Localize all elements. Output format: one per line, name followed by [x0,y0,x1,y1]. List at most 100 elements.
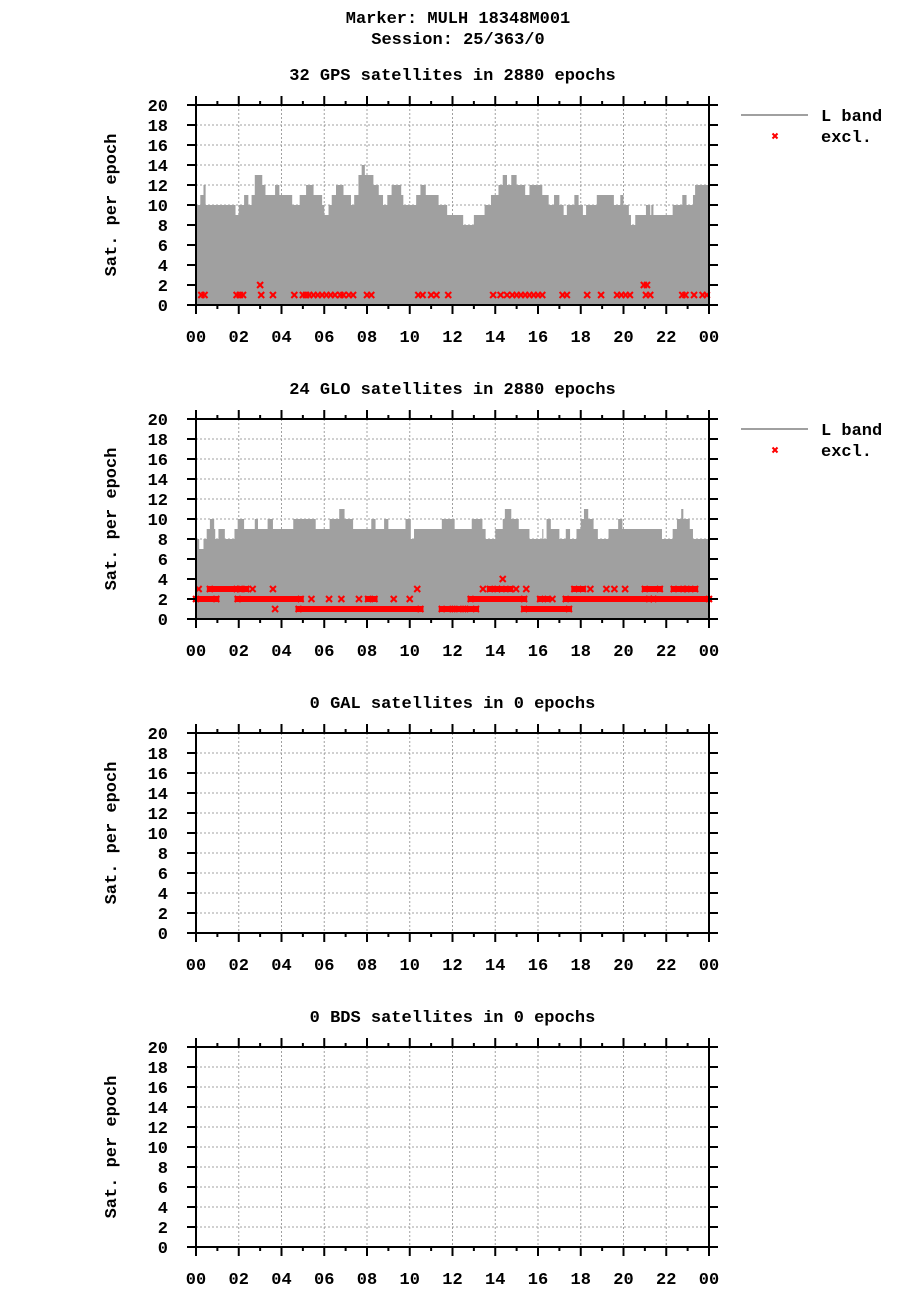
excluded-marker-icon [416,605,425,613]
legend-label-lband: L band [821,108,882,127]
excluded-marker-icon [461,605,470,613]
x-tick-label: 10 [400,329,420,348]
y-tick-label: 0 [158,612,168,631]
excluded-marker-icon [297,595,305,603]
y-tick-label: 18 [148,118,168,137]
y-tick-label: 8 [158,218,168,237]
excluded-marker-icon [479,585,487,593]
x-tick-label: 20 [613,643,633,662]
y-tick-label: 18 [148,1060,168,1079]
y-tick-label: 2 [158,278,168,297]
legend-marker-icon [771,446,779,454]
excluded-marker-icon [682,585,691,593]
excluded-marker-icon [256,281,264,289]
excluded-marker-icon [579,585,587,593]
excluded-marker-icon [610,585,619,593]
excluded-marker-icon [506,585,514,593]
excluded-marker-icon [565,605,573,613]
legend: L band excl. [741,108,882,148]
y-tick-label: 14 [148,786,168,805]
x-tick-label: 00 [699,957,719,976]
chart-panel-gal: 0 GAL satellites in 0 epochs024681012141… [103,695,719,976]
excluded-marker-icon [355,595,363,603]
x-tick-label: 14 [485,957,505,976]
x-tick-label: 02 [229,643,249,662]
x-tick-label: 04 [271,329,291,348]
x-tick-label: 14 [485,1271,505,1290]
excluded-segment [193,596,220,602]
excluded-marker-icon [472,605,480,613]
x-tick-label: 00 [186,1271,206,1290]
y-tick-label: 4 [158,886,168,905]
excluded-marker-icon [432,291,441,299]
y-tick-label: 20 [148,1040,168,1059]
x-tick-label: 06 [314,329,334,348]
excluded-marker-icon [562,595,570,603]
excluded-marker-icon [257,291,265,299]
excluded-marker-icon [621,585,629,593]
chart-title: 0 BDS satellites in 0 epochs [310,1009,596,1028]
x-tick-label: 12 [442,329,462,348]
excluded-marker-icon [438,605,446,613]
excluded-marker-icon [236,585,244,593]
legend-marker-icon [771,132,779,140]
axis-ticks [187,1038,718,1256]
excluded-segment [521,606,572,612]
y-tick-label: 10 [148,1140,168,1159]
y-tick-label: 4 [158,1200,168,1219]
excluded-marker-icon [418,291,427,299]
x-tick-label: 12 [442,1271,462,1290]
excluded-marker-icon [367,291,375,299]
x-tick-label: 18 [571,643,591,662]
excluded-marker-icon [570,585,579,593]
excluded-marker-icon [489,291,497,299]
excluded-marker-icon [602,585,611,593]
y-tick-label: 20 [148,98,168,117]
x-tick-label: 18 [571,1271,591,1290]
excluded-markers [197,281,711,299]
excluded-marker-icon [522,585,530,593]
y-tick-label: 8 [158,532,168,551]
chart-title: 0 GAL satellites in 0 epochs [310,695,596,714]
x-tick-label: 06 [314,957,334,976]
x-tick-label: 02 [229,1271,249,1290]
excluded-marker-icon [269,291,277,299]
x-tick-label: 20 [613,957,633,976]
excluded-marker-icon [536,595,544,603]
legend-label-excl: excl. [821,443,872,462]
excluded-marker-icon [496,291,505,299]
excluded-marker-icon [349,291,357,299]
x-tick-label: 10 [400,643,420,662]
grid [196,419,709,619]
x-tick-label: 02 [229,329,249,348]
excluded-segment [537,596,551,602]
excluded-marker-icon [583,291,591,299]
x-tick-label: 14 [485,643,505,662]
y-tick-label: 6 [158,238,168,257]
excluded-marker-icon [520,595,528,603]
excluded-marker-icon [406,595,414,603]
x-tick-label: 20 [613,1271,633,1290]
x-tick-label: 00 [699,643,719,662]
x-tick-label: 16 [528,643,548,662]
x-tick-label: 06 [314,643,334,662]
grid [196,733,709,933]
excluded-segment [670,586,687,592]
x-tick-label: 08 [357,329,377,348]
x-tick-label: 16 [528,1271,548,1290]
excluded-segment [438,606,456,612]
x-tick-label: 18 [571,957,591,976]
marker-title: Marker: MULH 18348M001 [345,10,571,29]
x-tick-label: 00 [699,1271,719,1290]
excluded-marker-icon [499,575,507,583]
y-tick-label: 8 [158,1160,168,1179]
y-tick-label: 10 [148,198,168,217]
excluded-marker-icon [563,291,571,299]
y-tick-label: 12 [148,178,168,197]
legend-label-excl: excl. [821,129,872,148]
y-axis-label: Sat. per epoch [103,1076,122,1219]
excluded-segment [234,596,304,602]
chart-panel-glo: 24 GLO satellites in 2880 epochs02468101… [103,381,882,662]
y-tick-label: 10 [148,512,168,531]
